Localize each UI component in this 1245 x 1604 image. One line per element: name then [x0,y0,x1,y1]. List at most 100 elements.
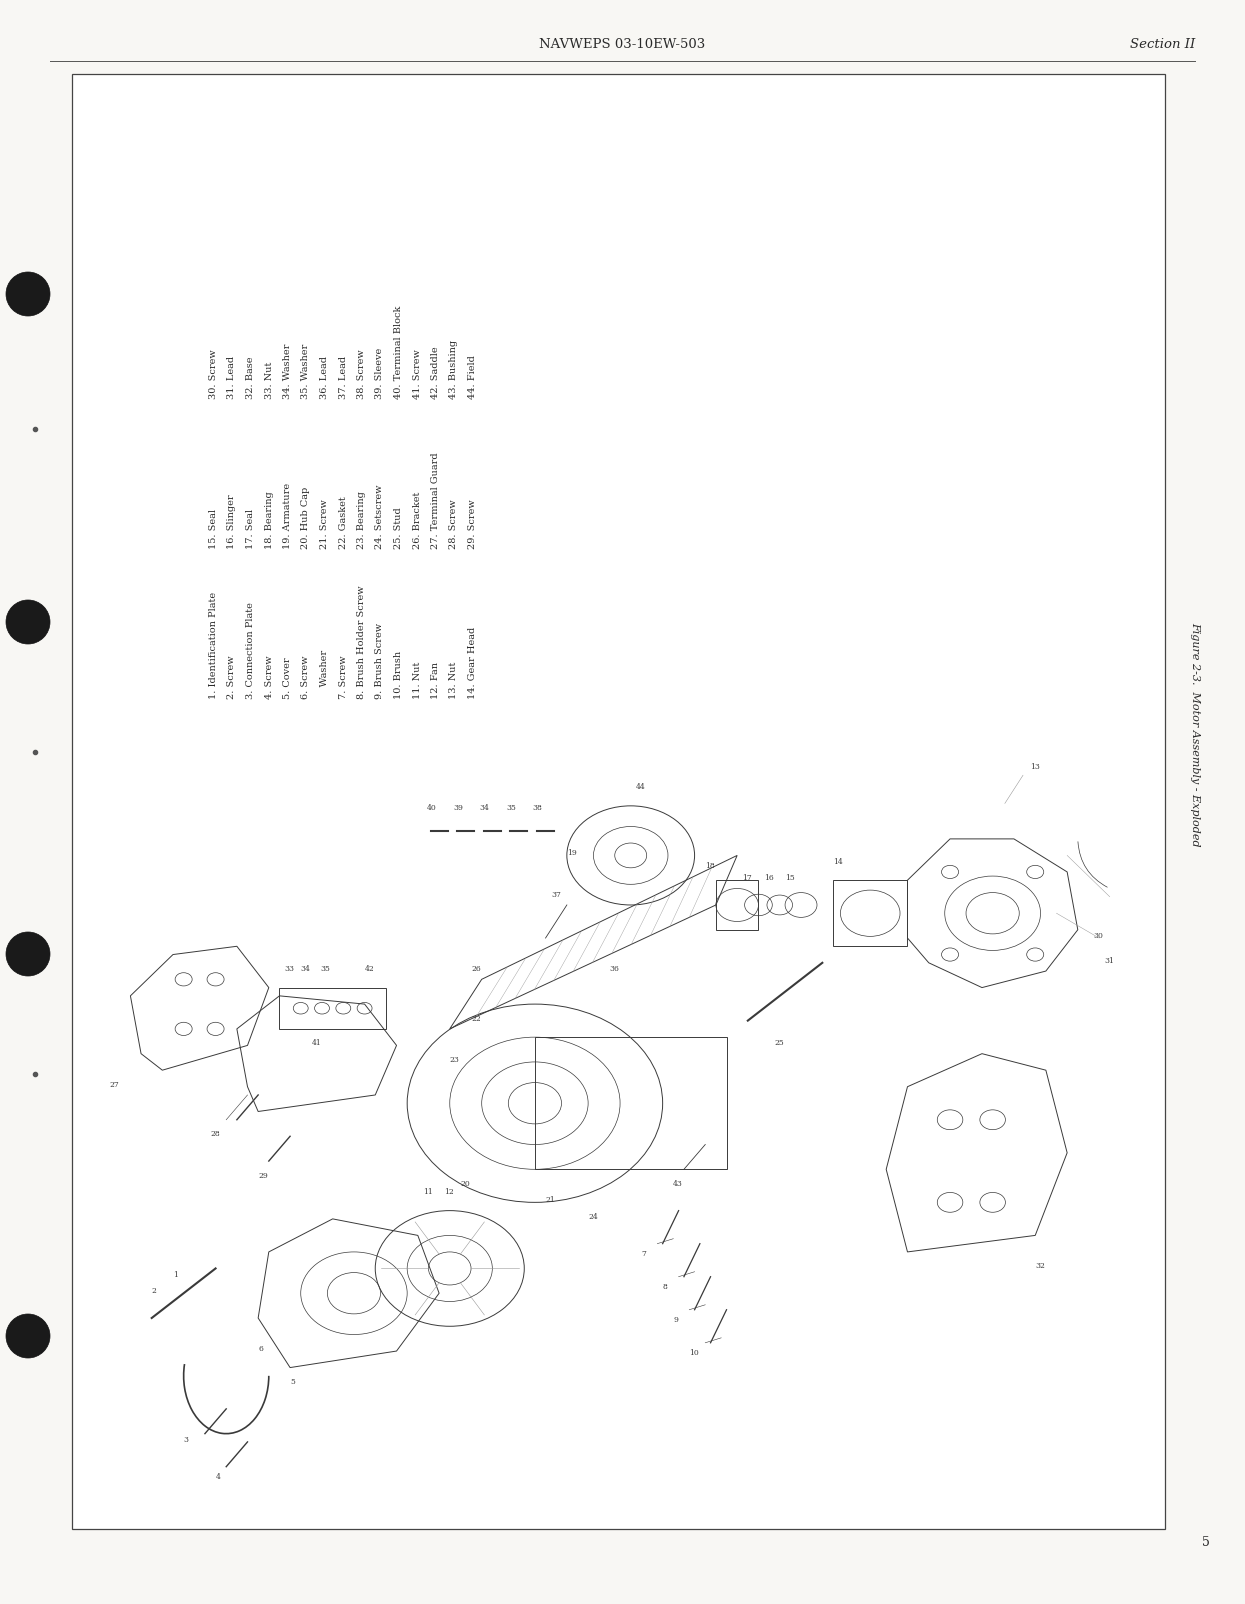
Text: 23. Bearing: 23. Bearing [357,491,366,549]
Text: 36: 36 [610,966,619,974]
Text: 7: 7 [641,1250,646,1258]
Text: Washer: Washer [320,650,329,699]
Text: 34. Washer: 34. Washer [283,343,293,399]
Circle shape [6,1314,50,1359]
Text: 27. Terminal Guard: 27. Terminal Guard [431,452,439,549]
Text: 13: 13 [1030,762,1040,770]
Text: 16. Slinger: 16. Slinger [228,494,237,549]
Text: 43. Bushing: 43. Bushing [449,340,458,399]
Text: 39: 39 [453,804,463,812]
Text: 12: 12 [444,1189,454,1197]
Text: 14: 14 [833,858,843,866]
Text: 28. Screw: 28. Screw [449,499,458,549]
Text: 7. Screw: 7. Screw [339,656,347,699]
Text: 16: 16 [763,874,773,882]
Text: NAVWEPS 03-10EW-503: NAVWEPS 03-10EW-503 [539,37,705,50]
Text: 2: 2 [152,1288,157,1294]
Text: 19: 19 [566,850,576,858]
Text: 18: 18 [705,861,715,869]
Circle shape [6,273,50,316]
Text: 34: 34 [301,966,310,974]
Text: 4: 4 [215,1472,220,1480]
Text: 25. Stud: 25. Stud [393,507,403,549]
Text: 3. Connection Plate: 3. Connection Plate [247,602,255,699]
Text: 20: 20 [461,1181,471,1189]
Text: 40: 40 [426,804,436,812]
Text: 24: 24 [588,1213,598,1221]
Bar [535,1038,727,1169]
Bar [279,988,386,1028]
Text: 15: 15 [786,874,794,882]
Text: 37: 37 [550,890,560,898]
Text: 4. Screw: 4. Screw [264,656,274,699]
Text: 43: 43 [674,1181,684,1189]
Text: Section II: Section II [1129,37,1195,50]
Circle shape [6,600,50,643]
Text: 29. Screw: 29. Screw [468,499,477,549]
Text: 22: 22 [471,1015,481,1023]
Text: 25: 25 [774,1039,784,1047]
Bar [716,881,758,930]
Text: 14. Gear Head: 14. Gear Head [468,627,477,699]
Text: 21. Screw: 21. Screw [320,499,329,549]
Text: 30: 30 [1094,932,1103,940]
Text: 10. Brush: 10. Brush [393,651,403,699]
Text: 35: 35 [320,966,330,974]
Text: 22. Gasket: 22. Gasket [339,496,347,549]
Text: 21: 21 [545,1197,555,1205]
Text: 1: 1 [173,1270,178,1278]
Text: 9: 9 [674,1317,679,1325]
Text: 12. Fan: 12. Fan [431,662,439,699]
Text: 34: 34 [479,804,489,812]
Text: 19. Armature: 19. Armature [283,483,293,549]
Text: 5: 5 [1203,1537,1210,1549]
Text: 1. Identification Plate: 1. Identification Plate [209,592,218,699]
Text: 44. Field: 44. Field [468,354,477,399]
Text: 6. Screw: 6. Screw [301,656,310,699]
Text: 18. Bearing: 18. Bearing [264,491,274,549]
Text: 13. Nut: 13. Nut [449,661,458,699]
Text: 2. Screw: 2. Screw [228,656,237,699]
Bar [833,881,908,946]
Text: 17. Seal: 17. Seal [247,508,255,549]
Text: 35: 35 [507,804,515,812]
Text: 5. Cover: 5. Cover [283,658,293,699]
Text: 41. Screw: 41. Screw [412,350,422,399]
Text: 3: 3 [184,1436,189,1444]
Text: 9. Brush Screw: 9. Brush Screw [376,622,385,699]
Text: 26: 26 [471,966,481,974]
Text: 38: 38 [533,804,543,812]
Text: 33: 33 [285,966,295,974]
Text: 26. Bracket: 26. Bracket [412,491,422,549]
Text: 42. Saddle: 42. Saddle [431,346,439,399]
Text: 15. Seal: 15. Seal [209,508,218,549]
Text: 23: 23 [449,1055,459,1063]
Text: 40. Terminal Block: 40. Terminal Block [393,306,403,399]
Text: 24. Setscrew: 24. Setscrew [376,484,385,549]
Text: 39. Sleeve: 39. Sleeve [376,348,385,399]
Text: 8: 8 [662,1283,667,1291]
Text: 42: 42 [365,966,375,974]
Text: 44: 44 [636,783,646,791]
Text: Figure 2-3.  Motor Assembly - Exploded: Figure 2-3. Motor Assembly - Exploded [1190,622,1200,847]
Text: 5: 5 [290,1378,295,1386]
Text: 17: 17 [742,874,752,882]
Text: 27: 27 [110,1081,118,1089]
Text: 31: 31 [1104,958,1114,964]
Text: 41: 41 [311,1039,321,1047]
Bar [72,74,1165,1529]
Text: 10: 10 [690,1349,698,1357]
Text: 30. Screw: 30. Screw [209,350,218,399]
Text: 33. Nut: 33. Nut [264,361,274,399]
Text: 8. Brush Holder Screw: 8. Brush Holder Screw [357,585,366,699]
Text: 29: 29 [258,1171,268,1179]
Text: 32. Base: 32. Base [247,356,255,399]
Text: 32: 32 [1036,1262,1045,1270]
Text: 31. Lead: 31. Lead [228,356,237,399]
Text: 37. Lead: 37. Lead [339,356,347,399]
Text: 11: 11 [423,1189,433,1197]
Text: 36. Lead: 36. Lead [320,356,329,399]
Circle shape [6,932,50,975]
Text: 35. Washer: 35. Washer [301,343,310,399]
Text: 38. Screw: 38. Screw [357,350,366,399]
